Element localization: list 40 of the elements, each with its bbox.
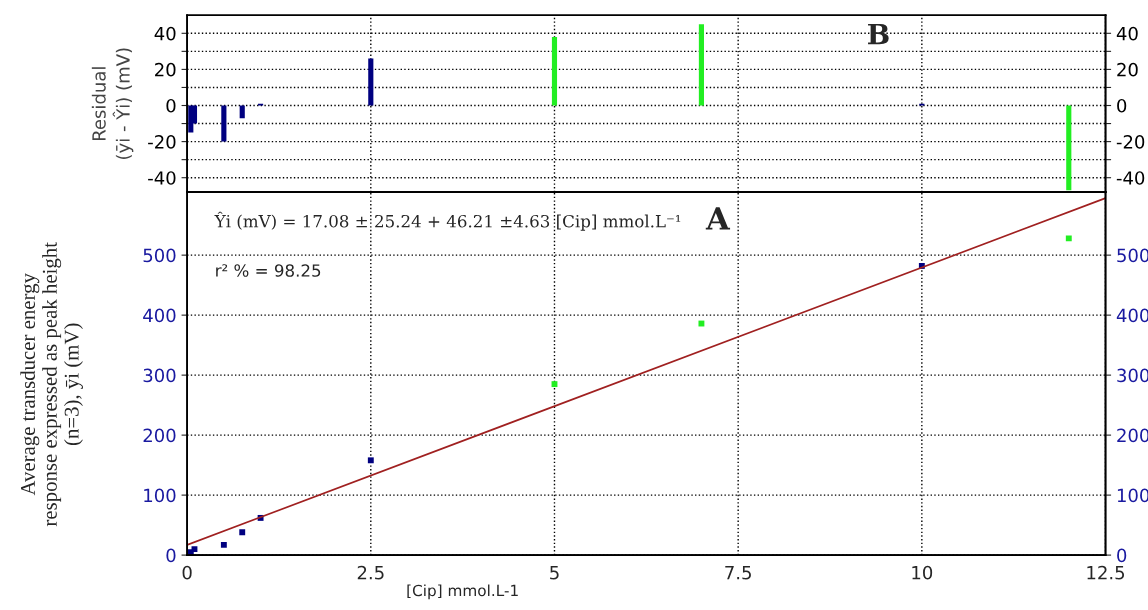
x-tick-label: 12.5 [1087, 565, 1125, 580]
point [1065, 235, 1072, 242]
y-tick-label: -40 [148, 171, 176, 185]
point [239, 529, 246, 536]
y-tick-label: 400 [143, 308, 176, 323]
bar [1066, 105, 1072, 191]
annotation: r² % = 98.25 [216, 264, 321, 277]
annotation: B [868, 23, 889, 45]
y-axis-title: Average transducer energy response expressed as peak height (n=3), ȳi (mV) [20, 242, 83, 527]
annotation: Ŷi (mV) = 17.08 ± 25.24 + 46.21 ±4.63 [Cip] mmol.L⁻¹ [214, 211, 681, 231]
x-tick-label: 0 [182, 565, 192, 580]
y2-tick-label: 0 [1117, 548, 1127, 563]
y-tick-label: 200 [143, 428, 176, 443]
y-tick-label: 40 [154, 26, 176, 41]
x-tick-label: 5 [550, 566, 559, 580]
annotation: A [705, 207, 731, 230]
y2-tick-label: 40 [1116, 26, 1138, 41]
y-tick-label: -20 [148, 135, 176, 149]
y2-tick-label: 0 [1117, 98, 1127, 113]
bar [698, 24, 704, 106]
y-tick-label: 100 [144, 488, 176, 503]
y-tick-label: 20 [155, 62, 176, 77]
y-tick-label: 500 [143, 248, 176, 263]
y-tick-label: 300 [143, 368, 176, 383]
y2-tick-label: 20 [1117, 62, 1138, 77]
x-tick-label: 2.5 [357, 565, 384, 580]
bar [368, 58, 374, 106]
bar [221, 105, 227, 142]
y2-tick-label: -40 [1116, 171, 1145, 185]
x-axis-title: [Cip] mmol.L-1 [407, 584, 518, 600]
bar [239, 105, 245, 119]
y-tick-label: 0 [166, 548, 176, 563]
y-tick-label: 0 [166, 98, 176, 113]
x-tick-label: 7.5 [725, 566, 751, 580]
bar [551, 36, 558, 106]
point [367, 457, 374, 464]
y2-tick-label: -20 [1116, 135, 1145, 149]
x-tick-label: 10 [912, 565, 933, 580]
point [220, 541, 227, 548]
y-axis-title: Residual (ȳi - Ŷi) (mV) [91, 48, 134, 159]
